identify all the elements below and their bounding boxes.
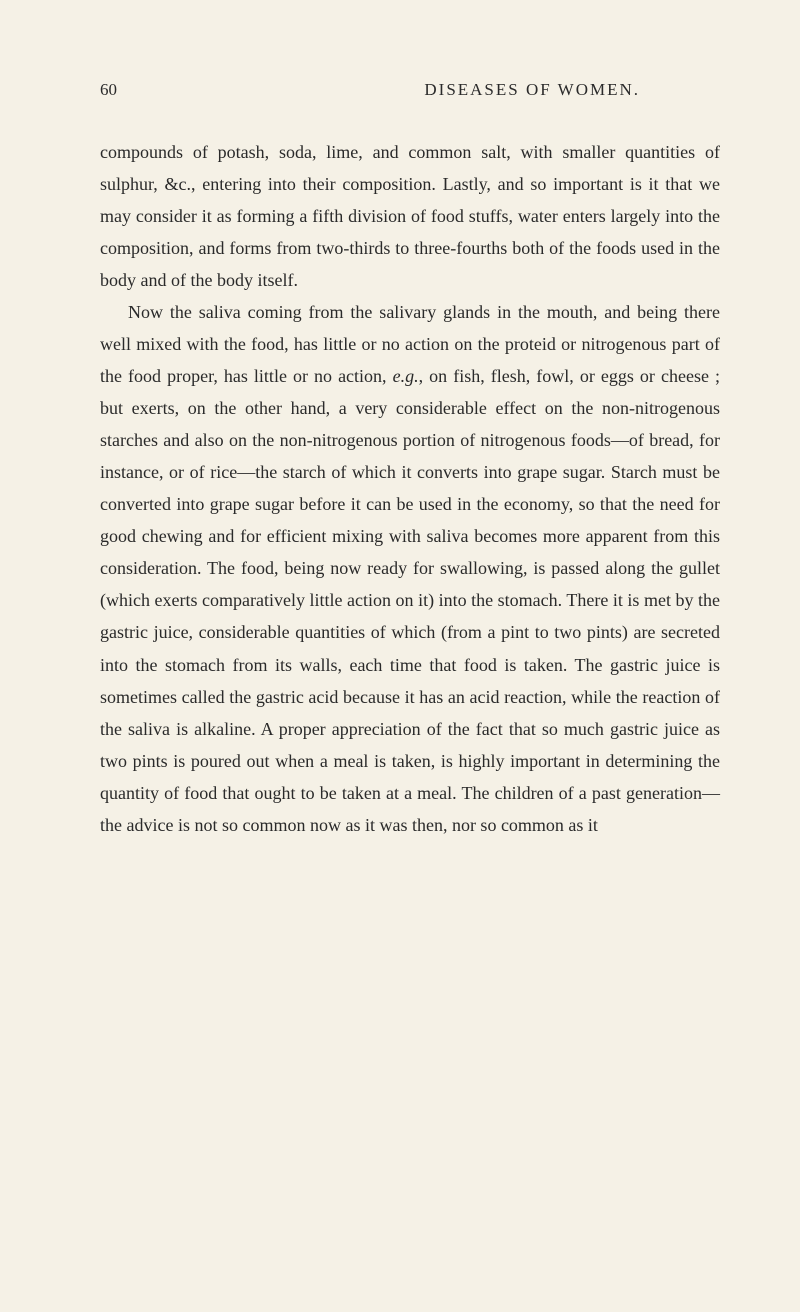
page-title: DISEASES OF WOMEN.: [424, 80, 640, 100]
paragraph-1: compounds of potash, soda, lime, and com…: [100, 136, 720, 296]
p2-italic: e.g.: [393, 366, 419, 386]
body-text: compounds of potash, soda, lime, and com…: [100, 136, 720, 841]
paragraph-2: Now the saliva coming from the salivary …: [100, 296, 720, 841]
p2-end: , on fish, flesh, fowl, or eggs or chees…: [100, 366, 720, 834]
page-number: 60: [100, 80, 117, 100]
page-header: 60 DISEASES OF WOMEN.: [100, 80, 720, 100]
